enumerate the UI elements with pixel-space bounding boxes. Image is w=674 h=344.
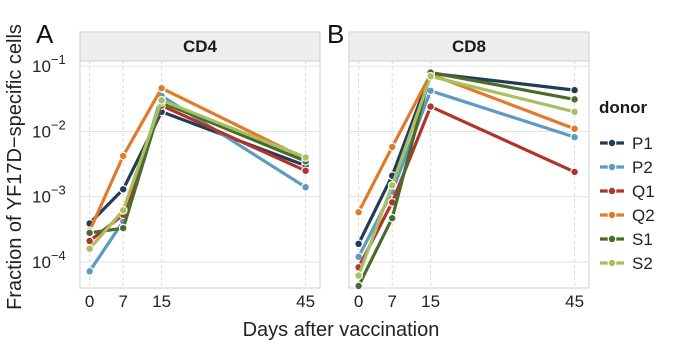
data-point-q2: [157, 83, 167, 93]
legend-item-p2: P2: [600, 158, 653, 177]
legend: donor P1 P2 Q1 Q2 S1 S2: [599, 98, 655, 273]
y-axis-title: Fraction of YF17D−specific cells: [4, 24, 26, 310]
data-point-s1: [387, 213, 397, 223]
y-tick-label: 10−1: [32, 52, 66, 76]
legend-swatch-point: [607, 186, 617, 196]
facet-strip-label: CD4: [183, 37, 218, 56]
series-line-q2: [357, 72, 576, 213]
data-point-p2: [301, 182, 311, 192]
y-tick-label: 10−4: [32, 248, 66, 272]
plot-area: [79, 60, 321, 289]
series-line-s2: [88, 98, 307, 250]
x-tick-label: 45: [565, 292, 584, 311]
data-point-s2: [387, 180, 397, 190]
facet-strip: [79, 31, 321, 62]
legend-swatch-point: [607, 210, 617, 220]
legend-item-q1: Q1: [600, 182, 655, 201]
series-line-p1: [357, 71, 575, 245]
data-point-s2: [426, 71, 436, 81]
legend-title: donor: [599, 98, 648, 117]
data-point-p1: [118, 184, 128, 194]
data-point-s2: [157, 95, 167, 105]
legend-label: S2: [632, 254, 653, 273]
data-point-s1: [570, 94, 579, 104]
chart-panels: A CD4 0 7 15 45 10−4 10−3 10−2 10−1 B CD8 0 7 15 45: [32, 19, 590, 311]
data-point-q1: [426, 102, 436, 112]
x-tick-label: 45: [296, 292, 315, 311]
data-point-p1: [354, 239, 364, 249]
data-point-q2: [354, 207, 364, 217]
x-tick-label: 0: [85, 292, 94, 311]
data-point-s1: [85, 228, 94, 238]
legend-item-s2: S2: [600, 254, 653, 273]
legend-swatch-point: [607, 234, 617, 244]
legend-item-s1: S1: [600, 230, 653, 249]
legend-item-q2: Q2: [600, 206, 655, 225]
legend-swatch-point: [607, 258, 617, 268]
data-point-s2: [85, 244, 94, 254]
x-tick-label: 15: [152, 292, 171, 311]
y-tick-label: 10−3: [32, 183, 66, 207]
data-point-q2: [387, 142, 397, 152]
x-axis-title: Days after vaccination: [243, 319, 440, 341]
legend-swatch-point: [607, 138, 617, 148]
series-line-s2: [357, 74, 575, 277]
data-point-s2: [301, 153, 311, 162]
data-point-s1: [354, 281, 364, 291]
legend-label: Q1: [632, 182, 655, 201]
x-tick-label: 7: [387, 292, 396, 311]
data-point-q1: [570, 167, 579, 177]
facet-strip-label: CD8: [452, 37, 486, 56]
data-point-q2: [118, 151, 128, 161]
series-line-q2: [88, 86, 307, 232]
panel-cd8: B CD8 0 7 15 45: [327, 19, 590, 311]
data-point-q2: [570, 124, 579, 134]
panel-cd4: A CD4 0 7 15 45 10−4 10−3 10−2 10−1: [32, 19, 321, 311]
x-tick-label: 0: [354, 292, 363, 311]
legend-swatch-point: [607, 162, 617, 172]
legend-label: Q2: [632, 206, 655, 225]
legend-label: P2: [632, 158, 653, 177]
x-tick-label: 7: [118, 292, 127, 311]
data-point-p1: [570, 85, 579, 95]
data-point-s1: [118, 223, 128, 233]
legend-item-p1: P1: [600, 134, 653, 153]
data-point-s2: [354, 271, 364, 280]
data-point-q1: [301, 166, 311, 176]
data-point-s2: [570, 107, 579, 117]
series-line-s1: [357, 70, 575, 287]
data-point-p2: [570, 132, 579, 142]
data-point-s2: [118, 205, 128, 215]
data-point-p2: [85, 266, 94, 276]
panel-letter: A: [36, 19, 54, 49]
legend-label: P1: [632, 134, 653, 153]
legend-label: S1: [632, 230, 653, 249]
panel-letter: B: [327, 19, 344, 49]
y-tick-label: 10−2: [32, 117, 66, 141]
x-tick-label: 15: [421, 292, 440, 311]
